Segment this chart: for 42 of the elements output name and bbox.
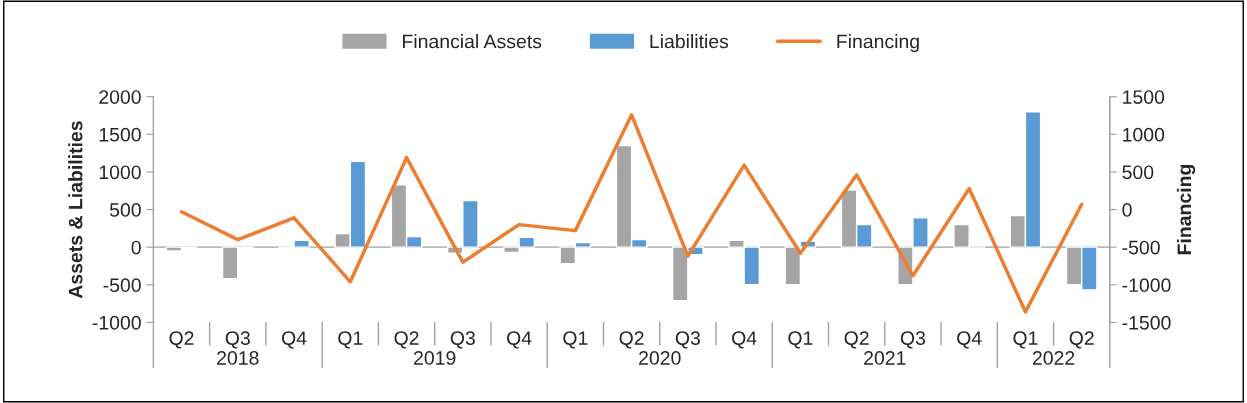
legend-label: Financial Assets	[403, 34, 542, 49]
x-tick-label: Q3	[225, 331, 250, 349]
y-axis-title: Assets & Liabilities	[68, 121, 83, 299]
y-tick-label: 0	[131, 240, 141, 255]
y2-tick-label: 1000	[1123, 127, 1165, 142]
text: 2019	[414, 351, 456, 365]
x-tick-label: Q4	[507, 331, 532, 349]
y2-tick-label: -500	[1122, 240, 1160, 255]
x-tick-label: Q1	[1013, 331, 1038, 349]
text: 2022	[1032, 351, 1075, 365]
x-tick-label: Q2	[844, 331, 869, 349]
y-tick-label: 1000	[99, 165, 141, 180]
x-tick-label: Q2	[619, 331, 644, 349]
x-tick-label: Q4	[281, 331, 307, 349]
y2-tick-label: 0	[1122, 203, 1132, 217]
x-tick-label: Q3	[450, 331, 475, 349]
x-tick-label: Q4	[957, 331, 982, 349]
x-tick-label: Q4	[732, 331, 757, 349]
x-tick-label: Q3	[675, 331, 700, 349]
x-tick-label: Q2	[394, 331, 419, 349]
x-tick-label: Q2	[169, 331, 194, 349]
text: 2020	[639, 351, 681, 365]
x-tick-label: Q2	[1069, 331, 1094, 349]
x-tick-label: Q3	[900, 331, 926, 349]
x-tick-label: Q1	[563, 331, 588, 349]
legend-label: Liabilities	[650, 34, 729, 49]
y2-axis-title: Financing	[1176, 164, 1196, 255]
y-tick-label: -500	[103, 278, 141, 293]
line-series	[179, 113, 1084, 314]
y-tick-label: 1500	[99, 127, 141, 142]
y-tick-label: 2000	[99, 90, 141, 104]
y-tick-label: 500	[109, 203, 141, 217]
x-tick-label: Q1	[338, 331, 363, 349]
y2-tick-label: 1500	[1123, 90, 1165, 104]
y2-tick-label: -1500	[1122, 315, 1171, 330]
y2-tick-label: -1000	[1122, 278, 1171, 293]
text: 2021	[864, 351, 906, 365]
y-tick-label: -1000	[92, 315, 141, 330]
legend-label: Financing	[837, 34, 919, 53]
text: 2018	[217, 351, 259, 365]
y2-tick-label: 500	[1122, 165, 1154, 180]
x-tick-label: Q1	[788, 331, 813, 349]
